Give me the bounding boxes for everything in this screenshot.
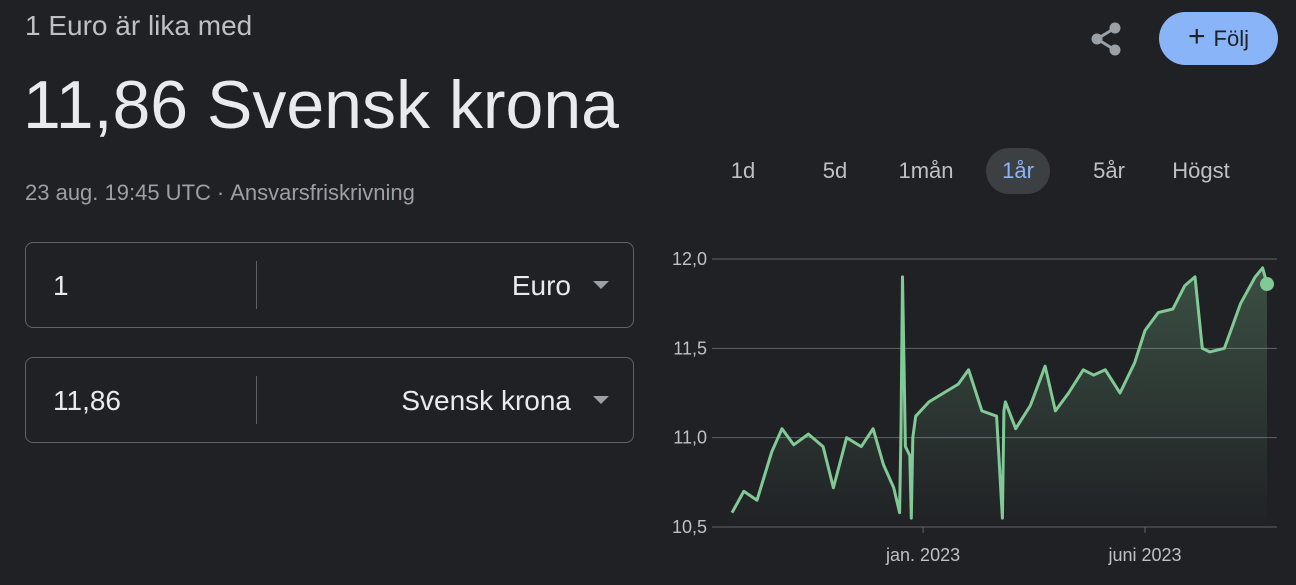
chevron-down-icon[interactable]	[593, 396, 609, 404]
tab-hogst[interactable]: Högst	[1172, 158, 1230, 183]
from-amount-input[interactable]: 1	[53, 270, 69, 301]
to-currency-select[interactable]: Svensk krona	[401, 385, 571, 416]
y-tick-label: 12,0	[672, 249, 707, 269]
timestamp-line: 23 aug. 19:45 UTC · Ansvarsfriskrivning	[25, 180, 415, 206]
y-tick-label: 11,5	[673, 338, 707, 358]
to-amount-input[interactable]: 11,86	[53, 385, 121, 416]
follow-button[interactable]: + Följ	[1159, 12, 1278, 65]
page-subtitle: 1 Euro är lika med	[25, 10, 253, 41]
converted-value: 11,86 Svensk krona	[23, 67, 619, 143]
last-point-marker	[1260, 277, 1274, 292]
tab-1ar[interactable]: 1år	[986, 148, 1050, 194]
chevron-down-icon[interactable]	[593, 281, 609, 289]
from-currency-select[interactable]: Euro	[511, 270, 571, 301]
timestamp: 23 aug. 19:45 UTC	[25, 180, 211, 205]
y-tick-label: 11,0	[673, 428, 707, 448]
tab-1man[interactable]: 1mån	[898, 158, 954, 183]
separator: ·	[216, 180, 225, 205]
disclaimer-link[interactable]: Ansvarsfriskrivning	[230, 180, 415, 205]
x-tick-label: juni 2023	[1107, 545, 1181, 565]
tab-1d[interactable]: 1d	[730, 158, 756, 183]
from-converter: 1 Euro	[25, 242, 634, 328]
series-line	[730, 266, 1269, 520]
series-area	[732, 267, 1267, 527]
tab-5d[interactable]: 5d	[822, 158, 848, 183]
converter-divider	[256, 376, 257, 424]
exchange-rate-chart: 12,0 11,5 11,0 10,5 jan. 2023 juni 2023	[672, 249, 1277, 565]
tab-5ar[interactable]: 5år	[1093, 158, 1125, 183]
share-button[interactable]	[1083, 16, 1129, 62]
plus-icon: +	[1188, 20, 1206, 53]
follow-label: Följ	[1213, 25, 1249, 51]
y-tick-label: 10,5	[672, 517, 707, 537]
x-tick-label: jan. 2023	[885, 545, 960, 565]
converter-divider	[256, 261, 257, 309]
share-icon	[1091, 22, 1121, 56]
to-converter: 11,86 Svensk krona	[25, 357, 634, 443]
